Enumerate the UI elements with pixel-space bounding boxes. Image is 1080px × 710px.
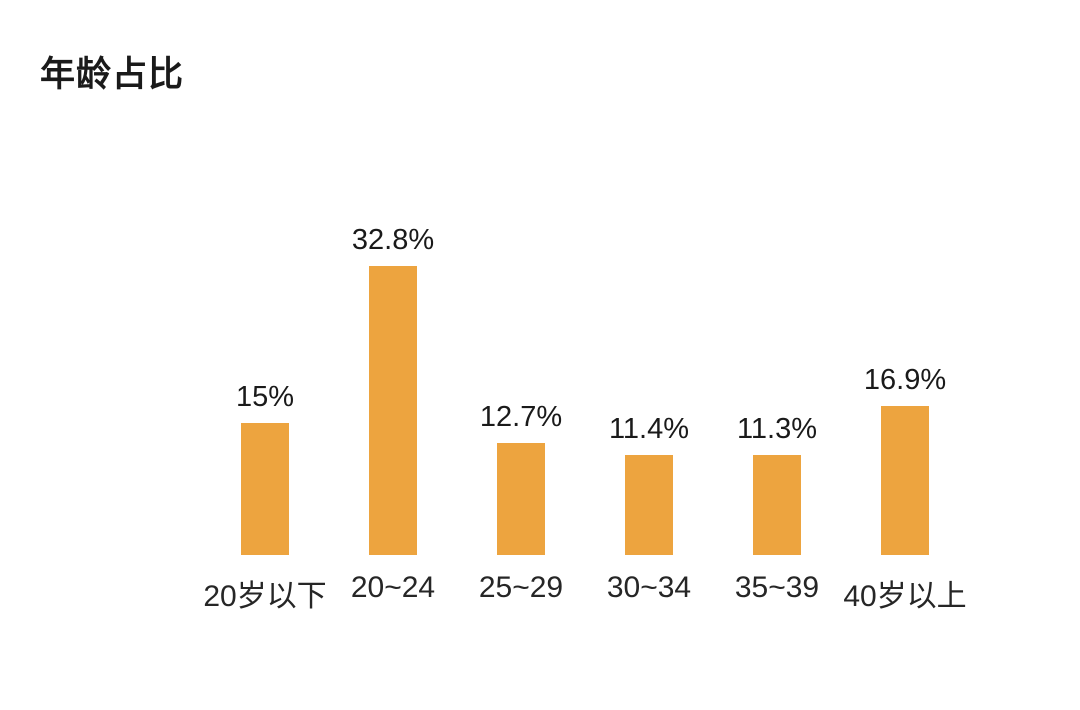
bar-value-label: 32.8% [351,224,435,256]
bar-group: 15% 20岁以下 [201,0,329,615]
bar-value-label: 15% [235,381,295,413]
bar-zone: 15% [201,0,329,555]
bar [497,443,545,555]
bar-group: 11.3% 35~39 [713,0,841,605]
x-axis-label: 30~34 [606,571,692,604]
bar-value-label: 16.9% [863,364,947,396]
bar [369,266,417,555]
bar-value-label: 11.4% [608,413,690,445]
bar-group: 16.9% 40岁以上 [841,0,969,615]
bar-zone: 16.9% [841,0,969,555]
x-axis-label: 20~24 [350,571,436,604]
bar-group: 32.8% 20~24 [329,0,457,605]
chart-title: 年龄占比 [40,55,185,94]
x-axis-label: 20岁以下 [203,580,327,613]
bar [241,423,289,555]
bar-zone: 11.4% [585,0,713,555]
bar-chart: 15% 20岁以下 32.8% 20~24 12.7% 25~29 11.4% 30~34 11… [201,0,969,710]
bar-zone: 11.3% [713,0,841,555]
bar [753,455,801,555]
bar [881,406,929,555]
bar-group: 12.7% 25~29 [457,0,585,605]
bar [625,455,673,555]
x-axis-label: 40岁以上 [843,580,967,613]
bar-zone: 12.7% [457,0,585,555]
x-axis-label: 25~29 [478,571,564,604]
bar-value-label: 11.3% [736,413,818,445]
bar-zone: 32.8% [329,0,457,555]
x-axis-label: 35~39 [734,571,820,604]
bar-group: 11.4% 30~34 [585,0,713,605]
bar-value-label: 12.7% [479,401,563,433]
